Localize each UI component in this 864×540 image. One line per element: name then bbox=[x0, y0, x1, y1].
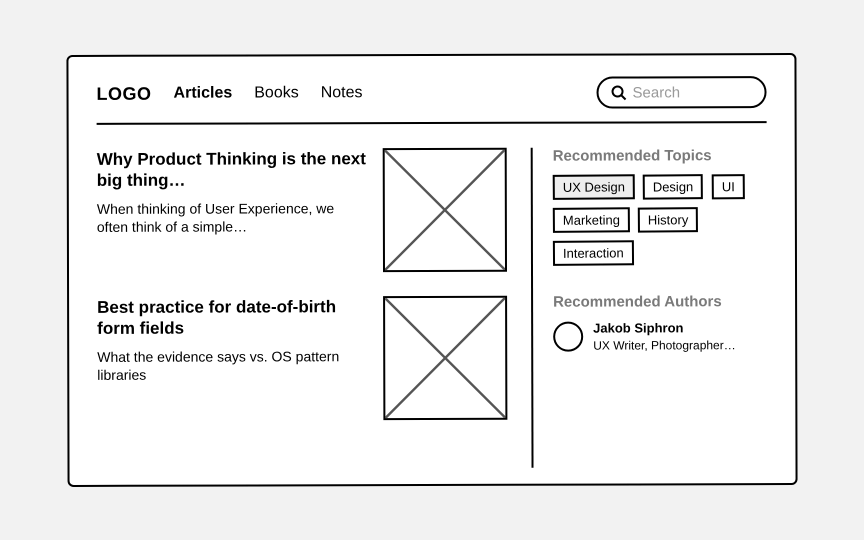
vertical-divider bbox=[531, 148, 534, 468]
topic-tag-design[interactable]: Design bbox=[643, 174, 704, 199]
article-text: Best practice for date-of-birth form fie… bbox=[97, 296, 367, 421]
search-field[interactable] bbox=[596, 76, 766, 108]
nav-item-notes[interactable]: Notes bbox=[321, 84, 363, 102]
topics-heading: Recommended Topics bbox=[553, 147, 767, 165]
content-row: Why Product Thinking is the next big thi… bbox=[97, 147, 768, 469]
wireframe-frame: LOGO Articles Books Notes Why Product Th… bbox=[66, 53, 797, 487]
topic-tag-history[interactable]: History bbox=[638, 207, 699, 232]
topic-tag-interaction[interactable]: Interaction bbox=[553, 240, 634, 266]
article-title: Best practice for date-of-birth form fie… bbox=[97, 296, 367, 339]
article-text: Why Product Thinking is the next big thi… bbox=[97, 148, 367, 273]
author-bio: UX Writer, Photographer… bbox=[593, 338, 736, 353]
avatar bbox=[553, 322, 583, 352]
topics-list: UX Design Design UI Marketing History In… bbox=[553, 174, 767, 266]
articles-column: Why Product Thinking is the next big thi… bbox=[97, 148, 514, 469]
article-subtitle: What the evidence says vs. OS pattern li… bbox=[97, 347, 367, 385]
search-icon bbox=[611, 84, 627, 100]
logo[interactable]: LOGO bbox=[97, 83, 152, 104]
article-subtitle: When thinking of User Experience, we oft… bbox=[97, 199, 367, 237]
authors-heading: Recommended Authors bbox=[553, 293, 767, 311]
topic-tag-ui[interactable]: UI bbox=[711, 174, 744, 199]
article-thumbnail-placeholder bbox=[383, 148, 507, 272]
article-item[interactable]: Why Product Thinking is the next big thi… bbox=[97, 148, 507, 273]
sidebar: Recommended Topics UX Design Design UI M… bbox=[551, 147, 768, 468]
article-title: Why Product Thinking is the next big thi… bbox=[97, 148, 367, 191]
author-name: Jakob Siphron bbox=[593, 320, 736, 336]
topic-tag-ux-design[interactable]: UX Design bbox=[553, 174, 635, 200]
topic-tag-marketing[interactable]: Marketing bbox=[553, 207, 630, 233]
nav-item-articles[interactable]: Articles bbox=[174, 85, 233, 103]
article-thumbnail-placeholder bbox=[383, 296, 507, 420]
nav-item-books[interactable]: Books bbox=[254, 84, 299, 102]
author-info: Jakob Siphron UX Writer, Photographer… bbox=[593, 320, 736, 352]
header: LOGO Articles Books Notes bbox=[96, 75, 766, 111]
header-divider bbox=[97, 121, 767, 125]
author-item[interactable]: Jakob Siphron UX Writer, Photographer… bbox=[553, 320, 767, 353]
article-item[interactable]: Best practice for date-of-birth form fie… bbox=[97, 296, 507, 421]
search-input[interactable] bbox=[633, 83, 832, 101]
